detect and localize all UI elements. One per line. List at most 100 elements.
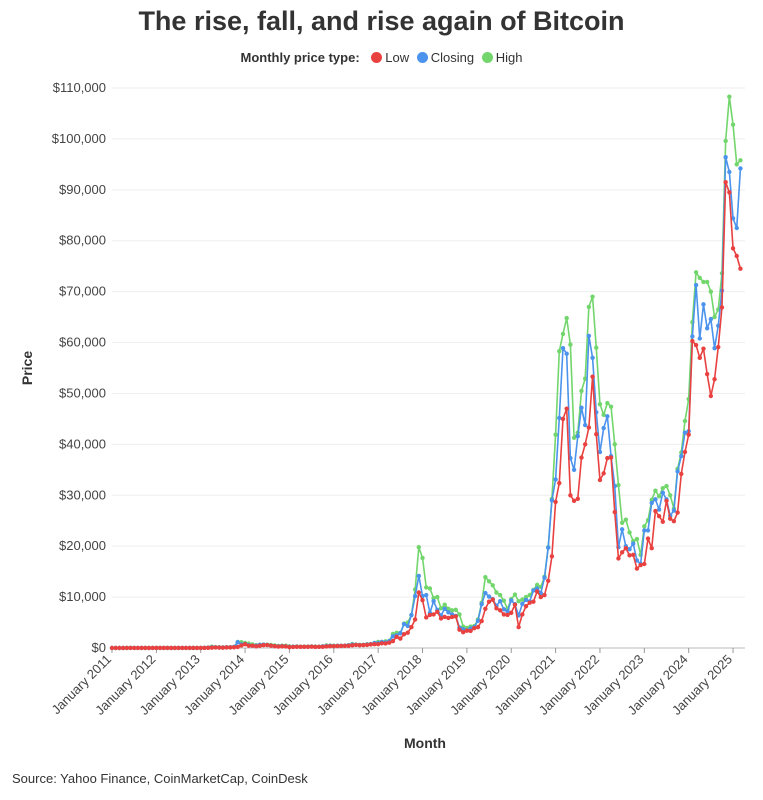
data-point-close <box>412 593 418 599</box>
data-point-low <box>531 599 536 604</box>
data-point-low <box>191 645 196 651</box>
data-point-low <box>564 406 569 411</box>
data-point-close <box>509 598 514 603</box>
data-point-low <box>224 645 229 650</box>
data-point-low <box>497 608 503 613</box>
data-point-low <box>546 578 551 583</box>
data-point-low <box>209 645 215 650</box>
data-point-close <box>505 609 510 614</box>
data-point-low <box>165 645 170 651</box>
y-tick-label: $100,000 <box>52 131 106 146</box>
data-point-low <box>139 645 144 651</box>
data-point-close <box>631 541 636 546</box>
data-point-low <box>579 455 584 460</box>
data-point-close <box>727 169 732 175</box>
data-point-low <box>361 642 366 648</box>
data-point-close <box>697 336 702 341</box>
data-point-low <box>239 643 244 648</box>
data-point-low <box>612 509 617 515</box>
data-point-low <box>538 594 544 600</box>
data-point-low <box>398 636 403 641</box>
data-point-high <box>571 435 577 440</box>
data-point-low <box>146 645 152 651</box>
data-point-close <box>549 498 555 503</box>
legend-label-high: High <box>495 50 523 65</box>
data-point-close <box>671 508 677 513</box>
data-point-high <box>424 585 429 590</box>
data-point-high <box>664 483 669 489</box>
data-point-low <box>246 643 251 648</box>
data-point-close <box>656 507 662 512</box>
data-point-low <box>494 606 499 611</box>
data-point-low <box>131 645 137 651</box>
data-point-low <box>586 425 592 430</box>
data-point-low <box>205 645 211 651</box>
data-point-high <box>616 482 621 488</box>
data-point-low <box>379 641 385 646</box>
data-point-low <box>316 644 322 650</box>
data-point-close <box>520 601 525 607</box>
data-point-low <box>727 190 732 195</box>
data-point-low <box>568 493 573 498</box>
data-point-close <box>734 225 739 231</box>
data-point-low <box>645 536 651 541</box>
chart-title: The rise, fall, and rise again of Bitcoi… <box>138 6 625 36</box>
data-point-low <box>527 600 532 605</box>
data-point-high <box>623 517 629 522</box>
data-point-low <box>187 645 192 651</box>
data-point-low <box>675 510 680 515</box>
data-point-high <box>457 612 462 617</box>
data-point-close <box>546 545 551 550</box>
data-point-low <box>549 554 555 559</box>
data-point-low <box>723 179 728 185</box>
data-point-low <box>664 498 669 504</box>
data-point-close <box>682 430 688 435</box>
data-point-high <box>512 592 518 597</box>
data-point-high <box>605 400 610 406</box>
data-point-close <box>501 607 507 612</box>
data-point-close <box>660 490 666 495</box>
data-point-low <box>161 645 166 651</box>
data-point-low <box>394 634 399 639</box>
data-point-high <box>727 94 732 99</box>
data-point-close <box>405 623 410 629</box>
data-point-low <box>708 393 714 399</box>
data-point-low <box>627 553 632 558</box>
data-point-high <box>564 315 569 321</box>
data-point-high <box>427 586 433 591</box>
data-point-low <box>213 645 218 650</box>
data-point-low <box>168 645 174 651</box>
data-point-close <box>486 594 492 599</box>
data-point-close <box>582 422 588 428</box>
data-point-low <box>420 597 425 603</box>
data-point-high <box>660 485 666 491</box>
data-point-low <box>457 627 462 632</box>
data-point-close <box>416 573 422 579</box>
data-point-low <box>228 645 233 650</box>
data-point-low <box>217 645 222 650</box>
data-point-low <box>704 371 710 377</box>
data-point-low <box>464 628 470 633</box>
data-point-low <box>143 645 148 651</box>
data-point-low <box>202 645 207 651</box>
data-point-low <box>357 643 362 648</box>
data-point-low <box>157 645 163 651</box>
data-point-low <box>431 612 436 617</box>
legend-label-low: Low <box>385 50 410 65</box>
data-point-low <box>220 645 226 650</box>
data-point-low <box>109 645 115 651</box>
data-point-high <box>438 606 444 611</box>
data-point-close <box>590 355 595 361</box>
data-point-high <box>590 294 595 299</box>
data-point-high <box>693 270 699 275</box>
data-point-low <box>294 644 300 649</box>
data-point-close <box>460 626 466 632</box>
data-point-high <box>483 575 488 580</box>
data-point-close <box>693 282 699 288</box>
data-point-high <box>416 545 422 550</box>
data-point-low <box>154 645 159 651</box>
data-point-low <box>438 616 444 621</box>
series-line-close <box>111 156 742 649</box>
data-point-close <box>475 618 481 623</box>
data-point-low <box>427 612 433 618</box>
